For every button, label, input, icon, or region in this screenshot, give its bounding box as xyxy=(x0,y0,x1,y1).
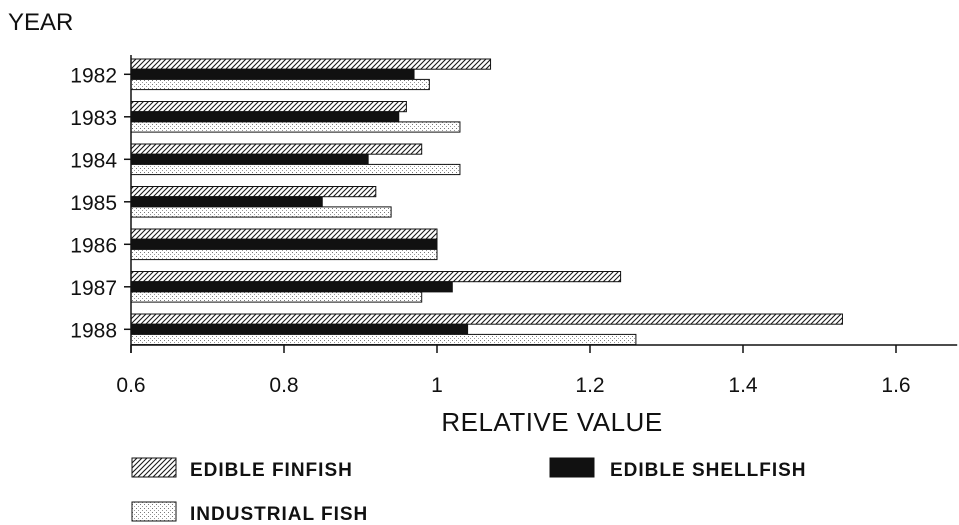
bar-industrial-fish-1982 xyxy=(130,78,430,91)
x-ticks-layer: 0.6 0.8 1 1.2 1.4 1.6 xyxy=(116,345,911,397)
legend-label-edible-finfish: EDIBLE FINFISH xyxy=(190,460,353,481)
x-tick-label-1.2: 1.2 xyxy=(575,374,604,397)
bar-edible-finfish-1986 xyxy=(130,228,438,240)
bar-industrial-fish-1987 xyxy=(130,291,423,303)
y-tick-label-1982: 1982 xyxy=(70,64,117,87)
bar-edible-finfish-1988 xyxy=(130,313,843,325)
y-tick-label-1984: 1984 xyxy=(70,149,117,172)
bar-edible-shellfish-1987 xyxy=(130,281,453,293)
bar-edible-shellfish-1982 xyxy=(130,68,415,80)
legend-swatch-edible-shellfish xyxy=(549,457,595,478)
bar-edible-shellfish-1985 xyxy=(130,196,323,208)
y-tick-label-1983: 1983 xyxy=(70,107,117,130)
x-tick-label-0.8: 0.8 xyxy=(269,374,298,397)
bar-industrial-fish-1983 xyxy=(130,121,461,133)
x-tick-label-1.6: 1.6 xyxy=(881,374,910,397)
x-tick-label-1: 1 xyxy=(431,374,443,397)
bar-edible-shellfish-1983 xyxy=(130,111,400,123)
bar-edible-finfish-1983 xyxy=(130,101,407,113)
y-tick-label-1985: 1985 xyxy=(70,192,117,215)
x-axis-title: RELATIVE VALUE xyxy=(441,407,662,437)
bar-industrial-fish-1984 xyxy=(130,163,461,176)
bar-edible-finfish-1985 xyxy=(130,186,377,198)
bar-edible-finfish-1982 xyxy=(130,58,492,70)
legend-label-industrial-fish: INDUSTRIAL FISH xyxy=(190,504,368,525)
bars-layer xyxy=(130,58,843,346)
y-tick-label-1988: 1988 xyxy=(70,319,117,342)
bar-industrial-fish-1988 xyxy=(130,333,637,346)
y-axis-title: YEAR xyxy=(8,9,73,36)
legend-swatch-industrial-fish xyxy=(131,501,177,522)
bar-edible-shellfish-1984 xyxy=(130,153,369,165)
bar-edible-shellfish-1986 xyxy=(130,238,438,250)
legend-label-edible-shellfish: EDIBLE SHELLFISH xyxy=(610,460,807,481)
bar-edible-shellfish-1988 xyxy=(130,323,469,335)
bar-industrial-fish-1986 xyxy=(130,248,438,261)
y-tick-label-1986: 1986 xyxy=(70,234,117,257)
x-tick-label-0.6: 0.6 xyxy=(116,374,145,397)
y-tick-label-1987: 1987 xyxy=(70,277,117,300)
y-ticks-layer: 1982 1983 1984 1985 1986 1987 1988 xyxy=(70,64,131,342)
bar-industrial-fish-1985 xyxy=(130,206,392,218)
legend: EDIBLE FINFISH EDIBLE SHELLFISH INDUSTRI… xyxy=(131,457,807,525)
x-tick-label-1.4: 1.4 xyxy=(728,374,758,397)
bar-edible-finfish-1984 xyxy=(130,143,423,155)
legend-swatch-edible-finfish xyxy=(131,457,177,478)
bar-edible-finfish-1987 xyxy=(130,271,622,283)
